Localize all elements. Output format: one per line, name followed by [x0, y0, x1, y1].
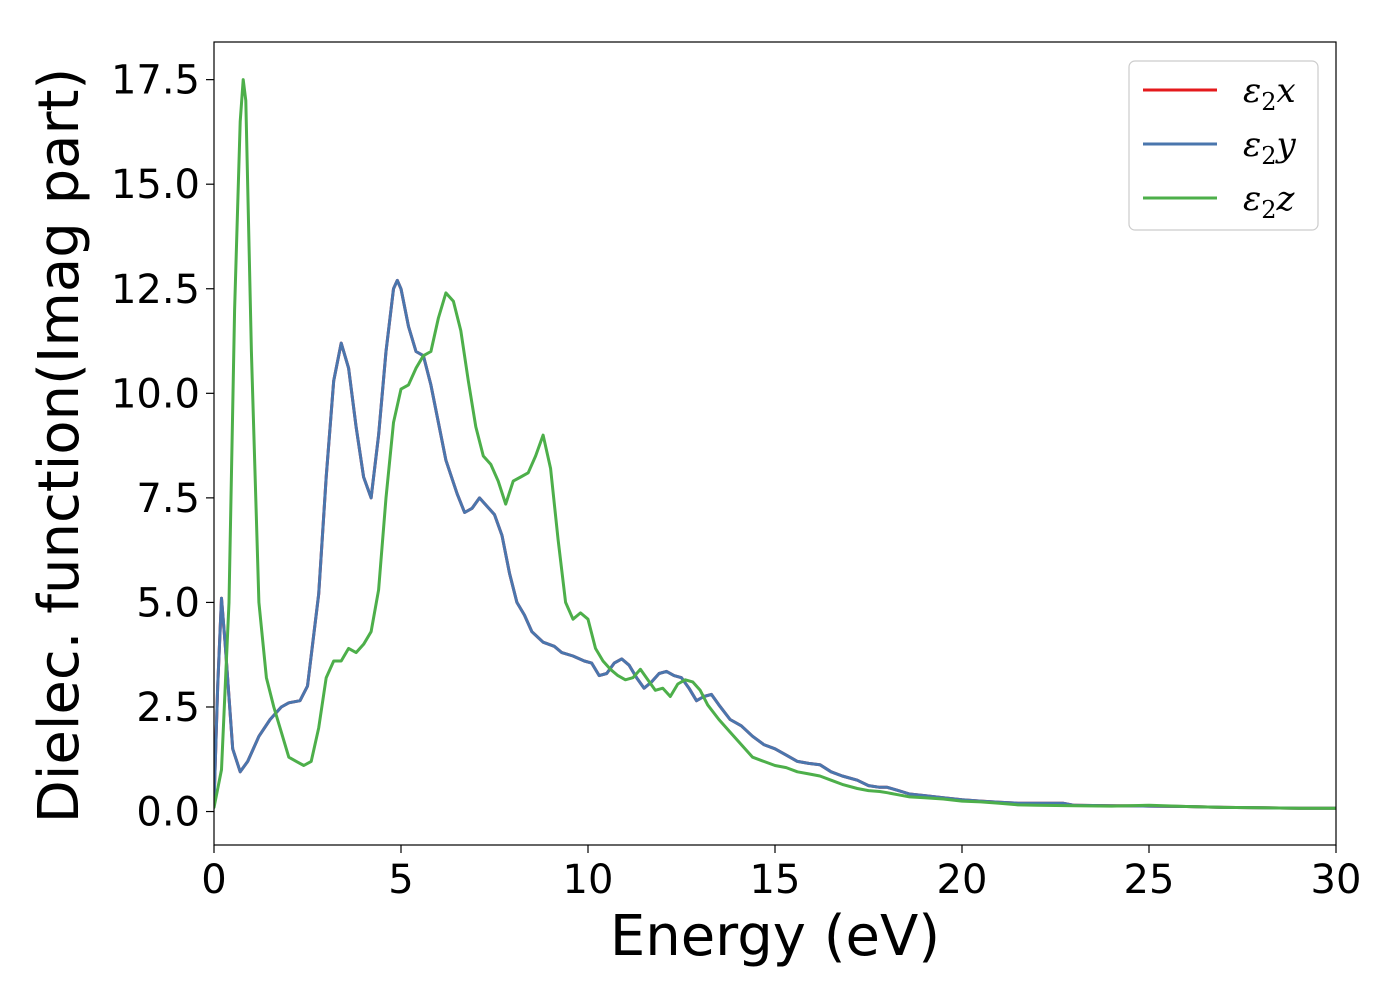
- y-tick-label: 5.0: [136, 580, 200, 626]
- y-tick-label: 7.5: [136, 476, 200, 522]
- legend-symbol: ε: [1243, 125, 1261, 165]
- legend-subscript: 2: [1261, 142, 1276, 170]
- legend-label-eps2x: ε2x: [1243, 71, 1296, 116]
- x-tick-label: 15: [750, 857, 801, 903]
- y-axis: 0.0 2.5 5.0 7.5 10.0 12.5 15.0 17.5: [111, 58, 214, 836]
- x-tick-label: 25: [1124, 857, 1175, 903]
- legend-subscript: 2: [1261, 196, 1276, 224]
- x-axis: 0 5 10 15 20 25 30: [201, 845, 1361, 903]
- legend-variable: z: [1276, 179, 1296, 219]
- y-tick-label: 12.5: [111, 267, 200, 313]
- legend-label-eps2z: ε2z: [1243, 179, 1296, 224]
- legend-variable: y: [1275, 125, 1297, 165]
- legend-symbol: ε: [1243, 179, 1261, 219]
- y-tick-label: 10.0: [111, 371, 200, 417]
- legend-box: [1128, 60, 1319, 231]
- legend-subscript: 2: [1261, 88, 1276, 116]
- series-line-eps2y: [214, 278, 1336, 810]
- x-axis-title: Energy (eV): [610, 904, 940, 969]
- legend-label-eps2y: ε2y: [1243, 125, 1297, 170]
- x-tick-label: 10: [563, 857, 614, 903]
- y-tick-label: 2.5: [136, 685, 200, 731]
- series-layer: [214, 78, 1336, 810]
- x-tick-label: 0: [201, 857, 226, 903]
- x-tick-label: 5: [388, 857, 413, 903]
- x-tick-label: 20: [937, 857, 988, 903]
- legend-variable: x: [1277, 71, 1296, 111]
- y-tick-label: 17.5: [111, 58, 200, 104]
- y-axis-title: Dielec. function(Imag part): [27, 68, 92, 824]
- y-tick-label: 0.0: [136, 790, 200, 836]
- series-line-eps2z: [214, 78, 1336, 810]
- y-tick-label: 15.0: [111, 162, 200, 208]
- x-tick-label: 30: [1311, 857, 1362, 903]
- legend-symbol: ε: [1243, 71, 1261, 111]
